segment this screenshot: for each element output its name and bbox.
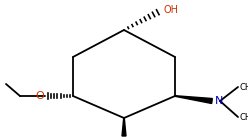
- Text: O: O: [35, 91, 44, 101]
- Text: OH: OH: [164, 5, 179, 15]
- Text: CH₃: CH₃: [239, 82, 248, 92]
- Text: N: N: [215, 96, 223, 106]
- Text: CH₃: CH₃: [239, 112, 248, 122]
- Polygon shape: [122, 118, 126, 136]
- Polygon shape: [175, 96, 212, 103]
